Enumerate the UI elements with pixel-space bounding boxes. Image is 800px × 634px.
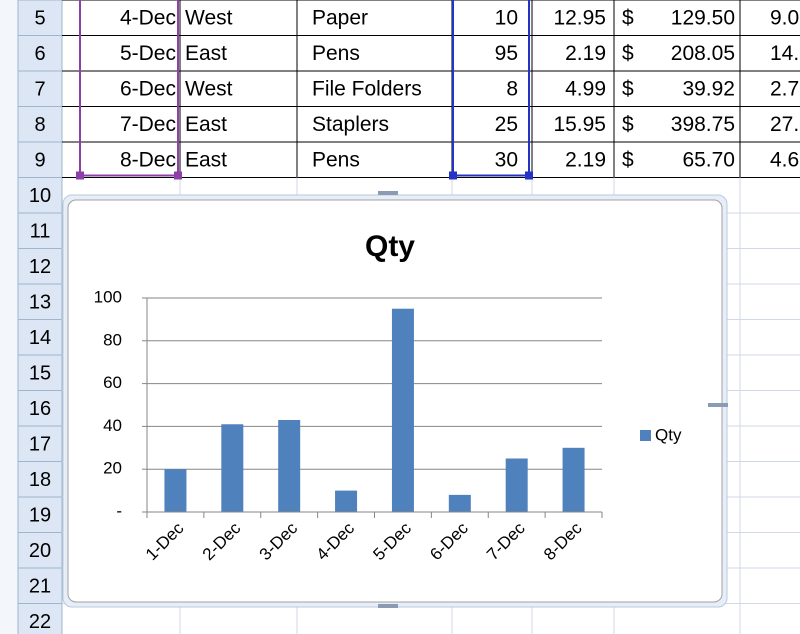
bar (562, 447, 585, 512)
cell[interactable]: 129.50 (671, 7, 735, 30)
cell[interactable]: Pens (312, 42, 360, 65)
cell[interactable]: $ (622, 149, 634, 172)
cell[interactable]: $ (622, 42, 634, 65)
cell[interactable]: Pens (312, 149, 360, 172)
row-header-edge (0, 0, 18, 634)
cell[interactable]: 25 (495, 113, 518, 136)
y-tick-label: 40 (103, 416, 122, 435)
y-tick-label: 80 (103, 330, 122, 349)
row-number[interactable]: 10 (29, 185, 51, 207)
selection-handle[interactable] (174, 171, 182, 180)
y-tick-label: 20 (103, 459, 122, 478)
y-tick-label: 100 (94, 287, 122, 306)
row-number[interactable]: 13 (29, 291, 51, 313)
cell[interactable]: 6-Dec (120, 78, 176, 101)
selection-outline (452, 0, 530, 177)
cell[interactable]: East (185, 149, 227, 172)
cell[interactable]: West (185, 7, 233, 30)
bar (505, 458, 528, 512)
cell[interactable]: $ (622, 78, 634, 101)
bar (278, 419, 301, 512)
cell[interactable]: 12.95 (553, 7, 606, 30)
cell[interactable]: 5-Dec (120, 42, 176, 65)
y-tick-label: 60 (103, 373, 122, 392)
bar (448, 494, 471, 512)
selection-handle[interactable] (76, 171, 84, 180)
cell[interactable]: 15.95 (553, 113, 606, 136)
cell[interactable]: 2.7 (770, 78, 799, 101)
cell[interactable]: 8-Dec (120, 149, 176, 172)
cell[interactable]: 14.5 (770, 42, 800, 65)
row-number[interactable]: 15 (29, 362, 51, 384)
row-number[interactable]: 9 (34, 149, 45, 171)
row-number[interactable]: 11 (30, 220, 51, 242)
selection-outline (79, 0, 179, 177)
y-tick-label: - (116, 501, 122, 520)
cell[interactable]: 208.05 (671, 42, 735, 65)
cell[interactable]: 2.19 (565, 149, 606, 172)
cell[interactable]: Paper (312, 7, 368, 30)
row-number[interactable]: 22 (29, 611, 51, 633)
row-number[interactable]: 6 (34, 43, 45, 65)
cell[interactable]: 95 (495, 42, 518, 65)
row-number[interactable]: 16 (29, 398, 51, 420)
cell[interactable]: 8 (506, 78, 518, 101)
cell[interactable]: $ (622, 7, 634, 30)
selection-handle[interactable] (449, 171, 457, 180)
row-number[interactable]: 21 (29, 575, 51, 597)
row-number[interactable]: 20 (29, 540, 51, 562)
selection-handle[interactable] (525, 171, 533, 180)
cell[interactable]: 39.92 (682, 78, 735, 101)
bar (335, 490, 358, 512)
resize-handle[interactable] (708, 403, 728, 407)
cell[interactable]: 2.19 (565, 42, 606, 65)
resize-handle[interactable] (378, 191, 398, 195)
cell[interactable]: 27.9 (770, 113, 800, 136)
cell[interactable]: Staplers (312, 113, 389, 136)
cell[interactable]: 7-Dec (120, 113, 176, 136)
cell[interactable]: 30 (495, 149, 518, 172)
cell[interactable]: 4.99 (565, 78, 606, 101)
cell[interactable]: 398.75 (671, 113, 735, 136)
chart-title: Qty (365, 230, 415, 263)
row-number[interactable]: 17 (29, 433, 51, 455)
row-number[interactable]: 19 (29, 504, 51, 526)
row-number[interactable]: 7 (34, 78, 45, 100)
row-number[interactable]: 8 (34, 114, 45, 136)
cell[interactable]: 10 (495, 7, 518, 30)
row-number[interactable]: 14 (29, 327, 51, 349)
cell[interactable]: 4.6 (770, 149, 799, 172)
row-number[interactable]: 5 (34, 7, 45, 29)
row-number[interactable]: 18 (29, 469, 51, 491)
resize-handle[interactable] (378, 604, 398, 608)
cell[interactable]: 4-Dec (120, 7, 176, 30)
bar (164, 469, 187, 512)
bar (391, 308, 414, 512)
cell[interactable]: File Folders (312, 78, 422, 101)
cell[interactable]: 65.70 (682, 149, 735, 172)
cell[interactable]: $ (622, 113, 634, 136)
cell[interactable]: East (185, 42, 227, 65)
cell[interactable]: West (185, 78, 233, 101)
cell[interactable]: East (185, 113, 227, 136)
cell[interactable]: 9.0 (770, 7, 799, 30)
row-number[interactable]: 12 (29, 256, 51, 278)
bar (221, 424, 244, 512)
legend-label: Qty (655, 425, 682, 444)
legend-swatch (640, 430, 651, 441)
